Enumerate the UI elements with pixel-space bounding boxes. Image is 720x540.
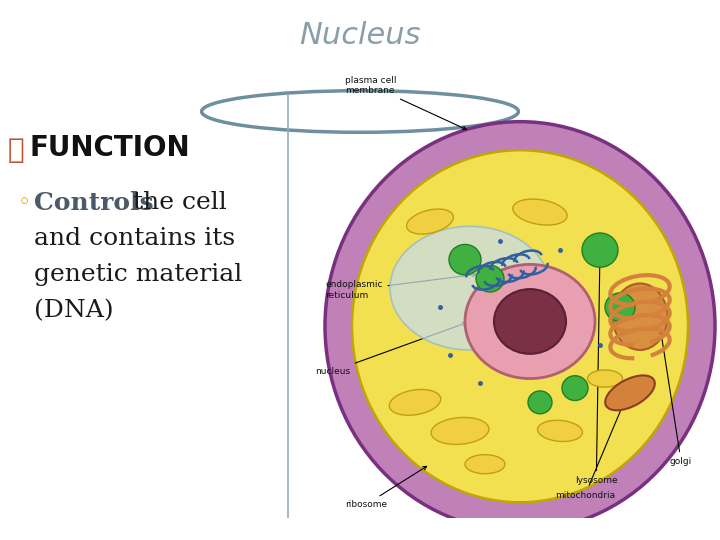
Circle shape [582, 233, 618, 267]
Text: and contains its: and contains its [34, 227, 235, 251]
Ellipse shape [390, 389, 441, 415]
Text: the cell: the cell [125, 191, 227, 214]
Text: FUNCTION: FUNCTION [30, 134, 191, 162]
Ellipse shape [352, 150, 688, 502]
Text: Controls: Controls [34, 191, 153, 215]
Ellipse shape [538, 420, 582, 442]
Ellipse shape [513, 199, 567, 225]
Text: golgi: golgi [660, 330, 692, 466]
Ellipse shape [407, 209, 454, 234]
Ellipse shape [588, 370, 623, 387]
Ellipse shape [465, 265, 595, 379]
Ellipse shape [325, 122, 715, 531]
Text: ௸: ௸ [8, 136, 24, 164]
Circle shape [605, 293, 635, 321]
Ellipse shape [465, 455, 505, 474]
Circle shape [562, 376, 588, 401]
Text: nucleus: nucleus [315, 322, 467, 376]
Ellipse shape [431, 417, 489, 444]
Text: ◦: ◦ [18, 193, 31, 213]
Text: plasma cell
membrane: plasma cell membrane [345, 76, 467, 130]
Circle shape [476, 265, 504, 292]
Text: genetic material: genetic material [34, 264, 242, 287]
Text: endoplasmic
reticulum: endoplasmic reticulum [325, 273, 476, 300]
Text: (DNA): (DNA) [34, 300, 114, 322]
Text: mitochondria: mitochondria [555, 392, 629, 500]
Text: Nucleus: Nucleus [300, 22, 420, 50]
Ellipse shape [613, 284, 667, 350]
Ellipse shape [390, 226, 550, 350]
Text: ribosome: ribosome [345, 467, 427, 509]
Circle shape [449, 245, 481, 275]
Ellipse shape [494, 289, 566, 354]
Circle shape [528, 391, 552, 414]
Text: lysosome: lysosome [575, 254, 618, 485]
Ellipse shape [606, 375, 654, 410]
